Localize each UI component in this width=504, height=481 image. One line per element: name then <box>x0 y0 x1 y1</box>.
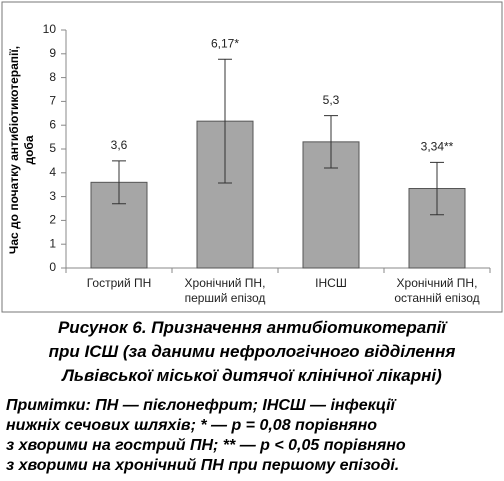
y-tick-label: 5 <box>49 141 56 155</box>
y-tick-label: 8 <box>49 70 56 84</box>
x-tick-label: Хронічний ПН, перший епізод <box>184 276 266 305</box>
y-axis-label: Час до початку антибіотикотерапії, доба <box>7 45 36 255</box>
value-label: 3,6 <box>111 138 128 152</box>
y-tick-label: 1 <box>49 236 56 250</box>
y-tick-label: 2 <box>49 213 56 227</box>
y-tick-label: 9 <box>49 46 56 60</box>
value-label: 6,17* <box>211 36 239 50</box>
value-label: 3,34** <box>421 139 454 153</box>
chart: 0 1 2 3 4 5 6 7 8 9 10 3,6 6,17* 5,3 3,34** <box>1 1 503 313</box>
y-tick-label: 7 <box>49 94 56 108</box>
notes: Примітки: ПН — пієлонефрит; ІНСШ — інфек… <box>6 397 406 474</box>
error-bar <box>218 58 232 184</box>
chart-frame <box>1 1 503 313</box>
y-tick-label: 0 <box>49 260 56 274</box>
x-tick-label: Гострий ПН <box>86 276 152 290</box>
error-bar <box>430 161 444 216</box>
error-bar <box>324 115 338 169</box>
value-label: 5,3 <box>323 93 340 107</box>
y-tick-label: 10 <box>43 22 57 36</box>
caption: Рисунок 6. Призначення антибіотикотерапі… <box>48 318 456 385</box>
y-tick-label: 3 <box>49 189 56 203</box>
y-tick-label: 4 <box>49 165 56 179</box>
y-tick-label: 6 <box>49 117 56 131</box>
error-bar <box>112 160 126 205</box>
x-tick-label: ІНСШ <box>315 276 347 290</box>
x-tick-label: Хронічний ПН, останній епізод <box>394 276 480 305</box>
